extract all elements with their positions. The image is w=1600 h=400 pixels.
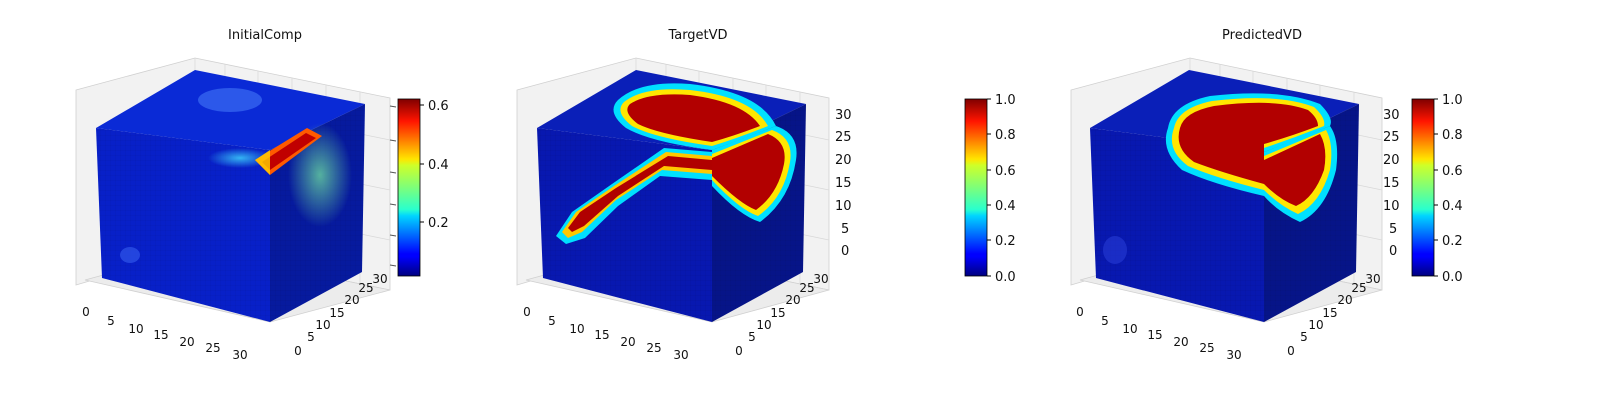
- colorbar-tick-label: 1.0: [995, 93, 1016, 108]
- y-tick-label: 0: [1287, 344, 1295, 358]
- y-tick-label: 15: [329, 306, 344, 320]
- colorbar-tick-label: 0.0: [1442, 270, 1463, 285]
- y-tick-label: 25: [358, 281, 373, 295]
- colorbar: 0.2 0.4 0.6: [397, 98, 449, 277]
- x-tick-label: 20: [179, 335, 194, 349]
- x-tick-label: 15: [1147, 328, 1162, 342]
- panel-initialcomp: InitialComp: [75, 28, 449, 362]
- colorbar-tick-label: 1.0: [1442, 93, 1463, 108]
- z-tick-label: 15: [835, 176, 852, 191]
- chart-title: TargetVD: [667, 28, 727, 43]
- z-tick-label: 0: [841, 244, 849, 259]
- y-tick-label: 30: [372, 272, 387, 286]
- x-tick-label: 5: [548, 314, 556, 328]
- colorbar-gradient: [1411, 98, 1435, 277]
- y-tick-labels: 0 5 10 15 20 25 30: [1287, 272, 1380, 358]
- colorbar-tick-label: 0.2: [1442, 234, 1463, 249]
- colorbar-tick-label: 0.4: [1442, 199, 1463, 214]
- z-tick-label: 20: [1383, 153, 1400, 168]
- x-tick-label: 5: [1101, 314, 1109, 328]
- x-tick-label: 10: [128, 322, 143, 336]
- y-tick-label: 25: [799, 281, 814, 295]
- colorbar: 0.0 0.2 0.4 0.6 0.8 1.0: [1411, 93, 1463, 285]
- x-tick-label: 0: [523, 305, 531, 319]
- x-tick-label: 20: [1173, 335, 1188, 349]
- y-tick-label: 30: [1365, 272, 1380, 286]
- x-tick-label: 10: [1122, 322, 1137, 336]
- colorbar-tick-label: 0.4: [995, 199, 1016, 214]
- z-tick-marks: [389, 105, 397, 267]
- voxel-cube: [1090, 70, 1359, 322]
- y-tick-label: 10: [756, 318, 771, 332]
- x-tick-label: 30: [673, 348, 688, 362]
- y-tick-label: 15: [770, 306, 785, 320]
- y-tick-label: 30: [813, 272, 828, 286]
- x-tick-label: 25: [646, 341, 661, 355]
- z-tick-label: 15: [1383, 176, 1400, 191]
- y-tick-label: 10: [315, 318, 330, 332]
- y-tick-labels: 0 5 10 15 20 25 30: [294, 272, 387, 358]
- z-tick-label: 5: [841, 222, 849, 237]
- y-tick-labels: 0 5 10 15 20 25 30: [735, 272, 828, 358]
- z-tick-label: 10: [835, 199, 852, 214]
- x-tick-label: 0: [82, 305, 90, 319]
- y-tick-label: 15: [1322, 306, 1337, 320]
- colorbar-tick-label: 0.6: [995, 164, 1016, 179]
- z-tick-label: 0: [1389, 244, 1397, 259]
- y-tick-label: 10: [1308, 318, 1323, 332]
- colorbar-tick-label: 0.8: [995, 128, 1016, 143]
- x-tick-label: 5: [107, 314, 115, 328]
- x-tick-label: 0: [1076, 305, 1084, 319]
- z-tick-label: 10: [1383, 199, 1400, 214]
- colorbar-tick-label: 0.6: [428, 99, 449, 114]
- z-tick-label: 25: [1383, 130, 1400, 145]
- chart-title: InitialComp: [228, 28, 302, 43]
- x-tick-labels: 0 5 10 15 20 25 30: [82, 305, 247, 362]
- y-tick-label: 5: [748, 330, 756, 344]
- colorbar-tick-label: 0.2: [428, 216, 449, 231]
- x-tick-labels: 0 5 10 15 20 25 30: [523, 305, 688, 362]
- voxel-cube: [537, 70, 806, 322]
- z-tick-label: 5: [1389, 222, 1397, 237]
- y-tick-label: 20: [785, 293, 800, 307]
- colorbar-tick-label: 0.2: [995, 234, 1016, 249]
- y-tick-label: 5: [1300, 330, 1308, 344]
- x-tick-label: 25: [1199, 341, 1214, 355]
- chart-title: PredictedVD: [1222, 28, 1302, 43]
- z-tick-labels: 0 5 10 15 20 25 30: [1383, 108, 1400, 259]
- colorbar-tick-label: 0.8: [1442, 128, 1463, 143]
- colorbar-tick-label: 0.4: [428, 158, 449, 173]
- x-tick-label: 15: [594, 328, 609, 342]
- colorbar-tick-label: 0.0: [995, 270, 1016, 285]
- x-tick-label: 15: [153, 328, 168, 342]
- z-tick-label: 30: [835, 108, 852, 123]
- x-tick-label: 10: [569, 322, 584, 336]
- z-tick-label: 20: [835, 153, 852, 168]
- x-tick-label: 20: [620, 335, 635, 349]
- colorbar: 0.0 0.2 0.4 0.6 0.8 1.0: [964, 93, 1016, 285]
- x-tick-label: 30: [1226, 348, 1241, 362]
- y-tick-label: 20: [344, 293, 359, 307]
- x-tick-labels: 0 5 10 15 20 25 30: [1076, 305, 1241, 362]
- y-tick-label: 0: [294, 344, 302, 358]
- y-tick-label: 5: [307, 330, 315, 344]
- colorbar-tick-label: 0.6: [1442, 164, 1463, 179]
- z-tick-labels: 0 5 10 15 20 25 30: [835, 108, 852, 259]
- x-tick-label: 25: [205, 341, 220, 355]
- voxel-cube: [96, 70, 365, 322]
- y-tick-label: 20: [1337, 293, 1352, 307]
- y-tick-label: 25: [1351, 281, 1366, 295]
- z-tick-label: 25: [835, 130, 852, 145]
- panel-targetvd: TargetVD: [516, 28, 1016, 362]
- z-tick-label: 30: [1383, 108, 1400, 123]
- panel-predictedvd: PredictedVD: [1070, 28, 1463, 362]
- colorbar-gradient: [397, 98, 421, 277]
- colorbar-gradient: [964, 98, 988, 277]
- x-tick-label: 30: [232, 348, 247, 362]
- y-tick-label: 0: [735, 344, 743, 358]
